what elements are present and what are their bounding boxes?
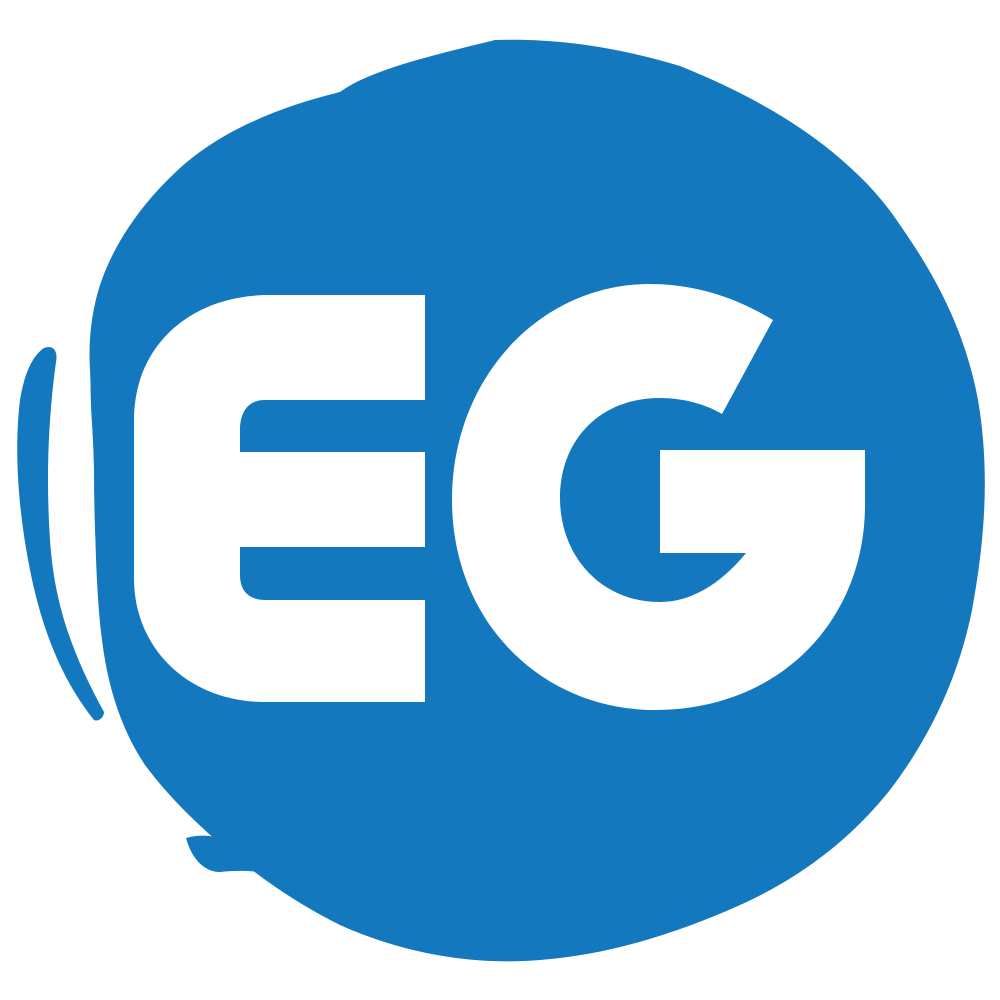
brush-stroke-outer xyxy=(17,346,105,721)
brush-stroke-bottom xyxy=(186,835,290,878)
letter-g xyxy=(452,284,865,710)
brush-stroke-inner xyxy=(90,353,128,700)
letter-e xyxy=(134,295,425,702)
